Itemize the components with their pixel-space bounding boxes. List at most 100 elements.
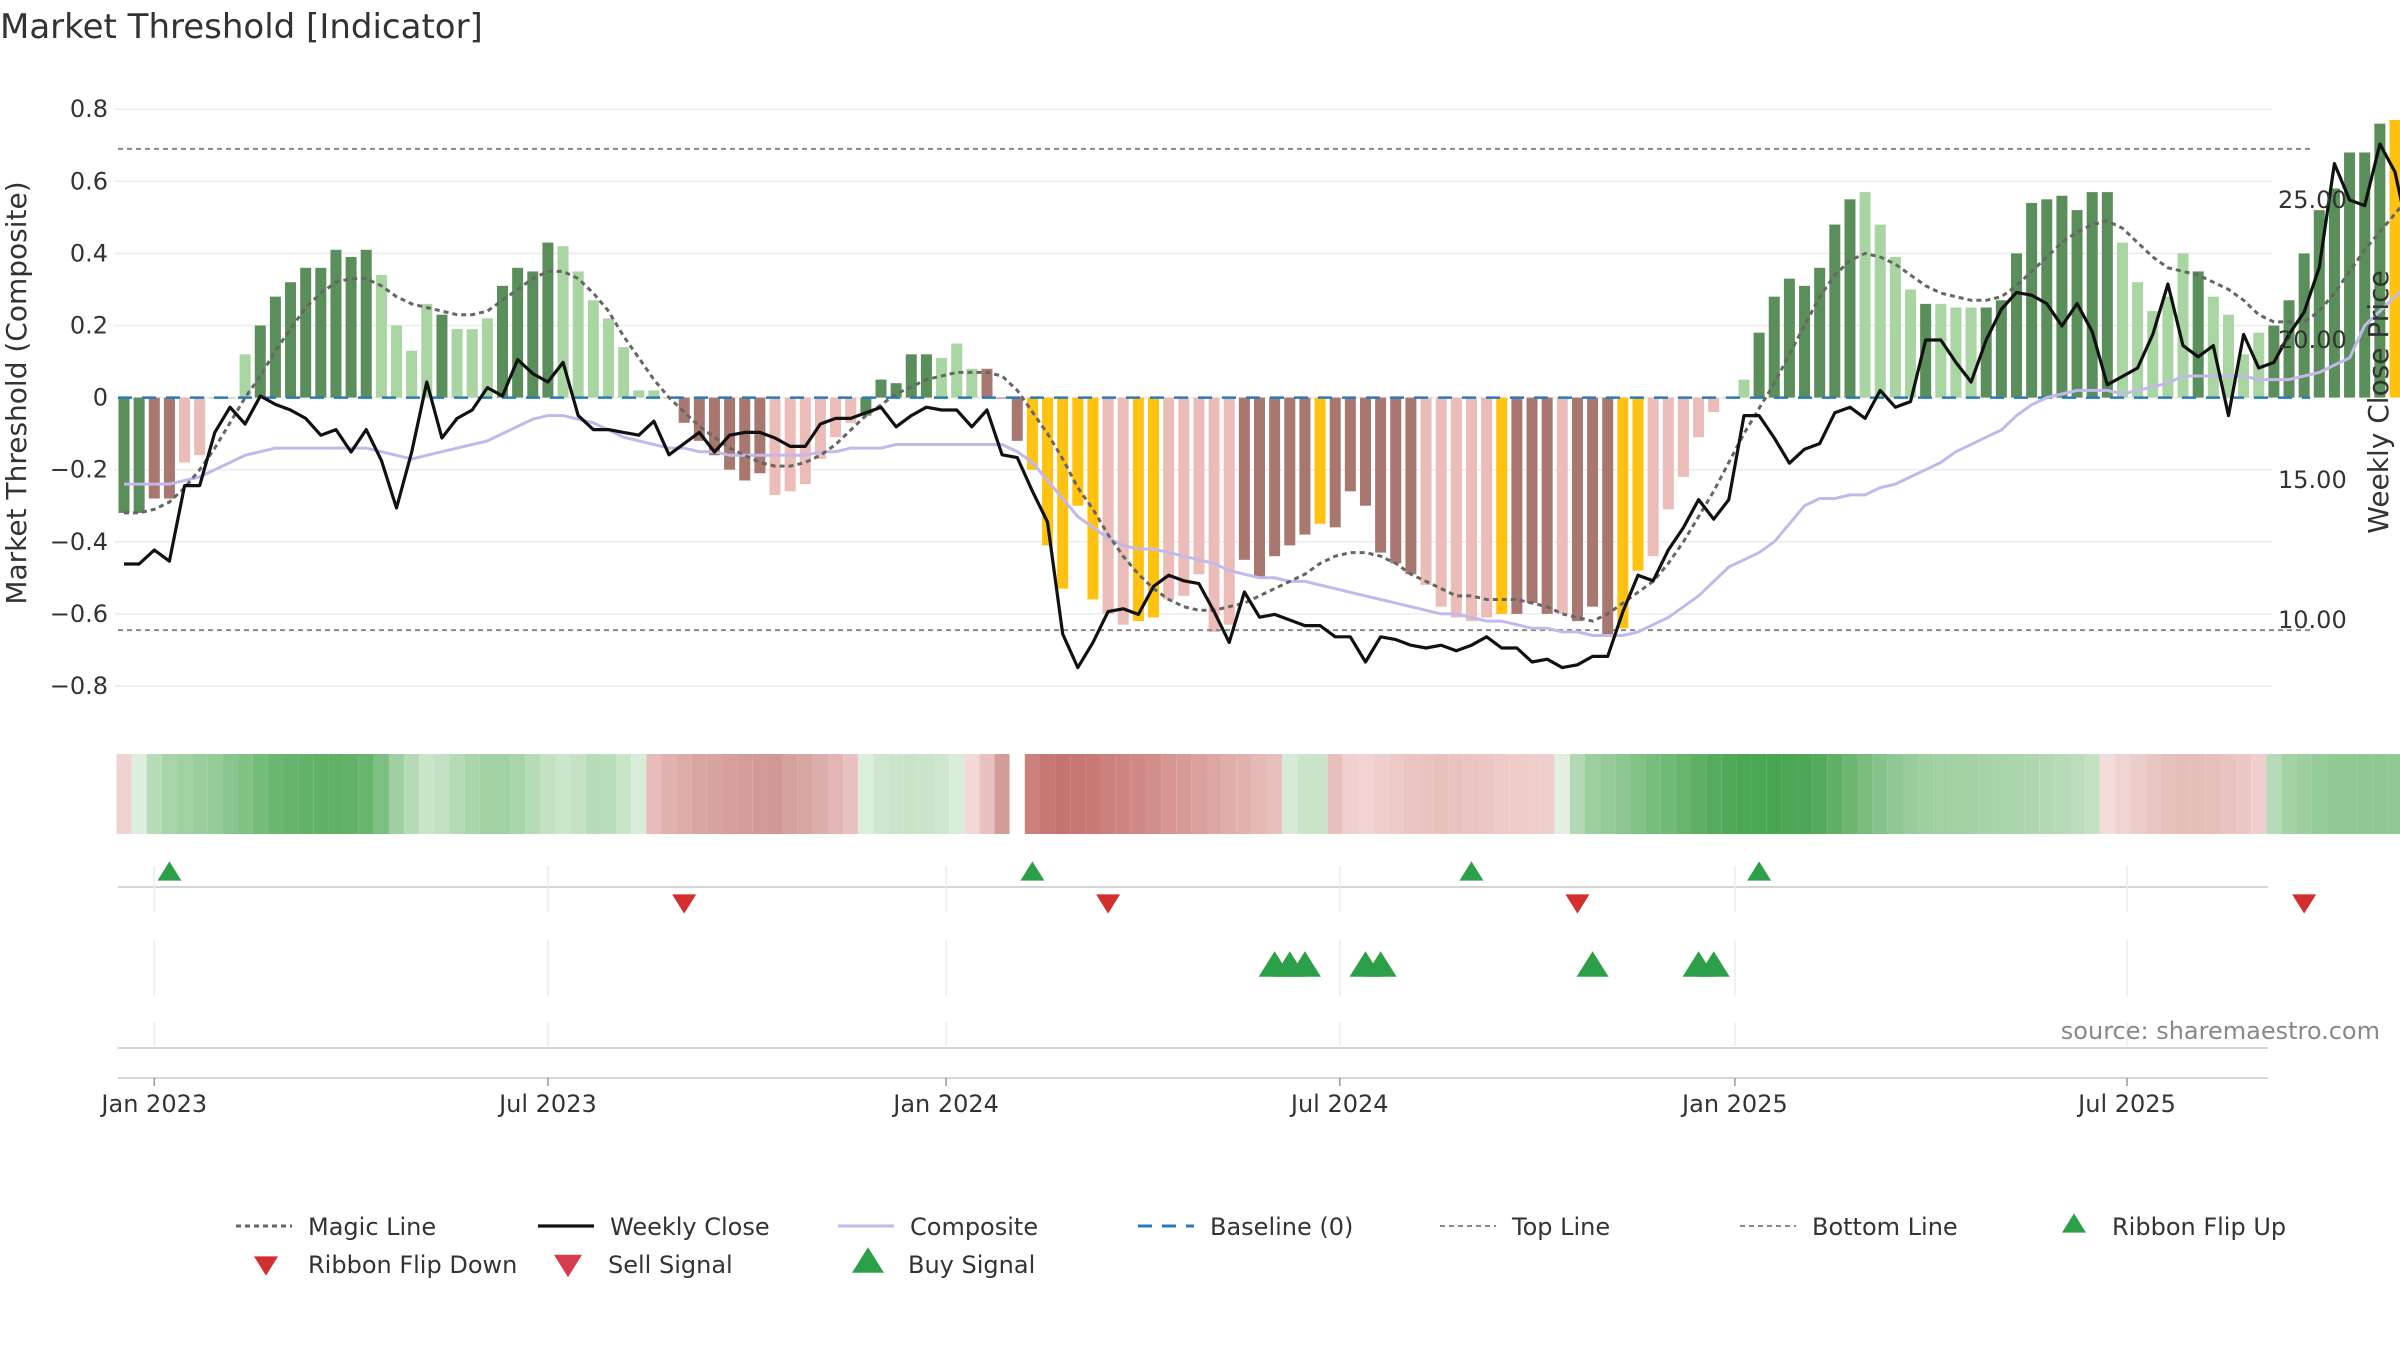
ribbon-cell <box>2387 754 2400 834</box>
composite-bar <box>1072 397 1084 506</box>
y2-axis-ticks: 25.00 20.00 15.00 10.00 <box>2278 186 2347 634</box>
ribbon-cell <box>1796 754 1813 834</box>
composite-bar <box>981 368 993 398</box>
legend-item-top: Top Line <box>1440 1213 1610 1241</box>
ribbon-cell <box>1236 754 1252 834</box>
y-tick-label: −0.6 <box>50 600 108 628</box>
ribbon-cell <box>1357 754 1374 834</box>
composite-bar <box>163 397 175 499</box>
composite-bar <box>1768 296 1780 398</box>
ribbon-flip-up-marker <box>1459 861 1484 881</box>
ribbon-cell <box>1267 754 1283 834</box>
ribbon-cell <box>1161 754 1177 834</box>
ribbon-cell <box>1963 754 1979 834</box>
ribbon-cell <box>1342 754 1358 834</box>
composite-bar <box>1496 397 1508 614</box>
composite-bar <box>1965 307 1977 398</box>
composite-bar <box>1829 224 1841 398</box>
ribbon-cell <box>373 754 389 834</box>
ribbon-cell <box>1312 754 1328 834</box>
composite-bar <box>1541 397 1553 614</box>
ribbon-cell <box>858 754 874 834</box>
ribbon-cell <box>1706 754 1722 834</box>
composite-bar <box>1662 397 1674 510</box>
legend-swatch <box>2062 1213 2086 1233</box>
composite-bar <box>1950 307 1962 398</box>
ribbon-cell <box>782 754 798 834</box>
ribbon-cell <box>2024 754 2040 834</box>
composite-bar <box>1359 397 1371 506</box>
ribbon-cell <box>358 754 374 834</box>
composite-bar <box>1132 397 1144 622</box>
composite-bar <box>2162 296 2174 398</box>
composite-bar <box>1026 397 1038 470</box>
composite-bar <box>1148 397 1160 618</box>
ribbon-cell <box>1569 754 1586 834</box>
composite-bar <box>618 347 630 398</box>
buy-signal-marker <box>1288 951 1321 977</box>
ribbon-cell <box>343 754 359 834</box>
ribbon-cell <box>2342 754 2358 834</box>
composite-bar <box>1102 397 1114 614</box>
composite-bar <box>1178 397 1190 596</box>
ribbon-cell <box>1055 754 1071 834</box>
composite-bar <box>1405 397 1417 575</box>
ribbon-cell <box>1085 754 1101 834</box>
ribbon-cell <box>1600 754 1616 834</box>
ribbon-cell <box>222 754 238 834</box>
ribbon-cell <box>434 754 450 834</box>
composite-bar <box>542 242 554 398</box>
composite-bar <box>224 397 236 399</box>
ribbon-cell <box>2039 754 2055 834</box>
composite-bar <box>2222 314 2234 398</box>
ribbon-cell <box>888 754 904 834</box>
ribbon-cell <box>1675 754 1691 834</box>
ribbon-cell <box>585 754 601 834</box>
ribbon-cell <box>2145 754 2161 834</box>
legend-item-bottom: Bottom Line <box>1740 1213 1958 1241</box>
ribbon-cell <box>1827 754 1843 834</box>
composite-bar <box>1329 397 1341 528</box>
composite-bar <box>2026 202 2038 398</box>
ribbon-cell <box>1933 754 1949 834</box>
composite-bar <box>1799 285 1811 398</box>
legend-label: Magic Line <box>308 1213 436 1241</box>
composite-bar <box>996 397 1008 399</box>
ribbon-cell <box>2220 754 2237 834</box>
composite-bar <box>1693 397 1705 438</box>
ribbon-cell <box>979 754 995 834</box>
y2-axis-title: Weekly Close Price <box>2362 270 2395 533</box>
buy-signal-marker <box>1576 951 1609 977</box>
composite-bar <box>269 296 281 398</box>
composite-bar <box>254 325 266 398</box>
ribbon-cell <box>237 754 253 834</box>
composite-bar <box>1647 397 1659 557</box>
ribbon-cell <box>1690 754 1707 834</box>
composite-bar <box>330 249 342 398</box>
ribbon-cell <box>691 754 707 834</box>
ribbon-cell <box>1176 754 1192 834</box>
ribbon-cell <box>2114 754 2131 834</box>
composite-bar <box>1299 397 1311 535</box>
legend-label: Sell Signal <box>608 1251 733 1279</box>
legend-label: Buy Signal <box>908 1251 1035 1279</box>
composite-bar <box>1617 397 1629 629</box>
composite-bar <box>1980 307 1992 398</box>
composite-bar <box>2086 192 2098 398</box>
x-tick-label: Jan 2024 <box>891 1090 999 1118</box>
ribbon-cell <box>2160 754 2176 834</box>
ribbon-cell <box>949 754 965 834</box>
ribbon-cell <box>1721 754 1737 834</box>
ribbon-cell <box>1282 754 1298 834</box>
ribbon-cell <box>419 754 435 834</box>
ribbon-cell <box>1039 754 1056 834</box>
composite-bar <box>1526 397 1538 604</box>
ribbon-cell <box>1191 754 1207 834</box>
ribbon-cell <box>2054 754 2070 834</box>
composite-bar <box>1238 397 1250 560</box>
composite-bar <box>2056 195 2068 398</box>
composite-bar <box>1889 257 1901 398</box>
ribbon-cell <box>1993 754 2009 834</box>
ribbon-cell <box>600 754 617 834</box>
